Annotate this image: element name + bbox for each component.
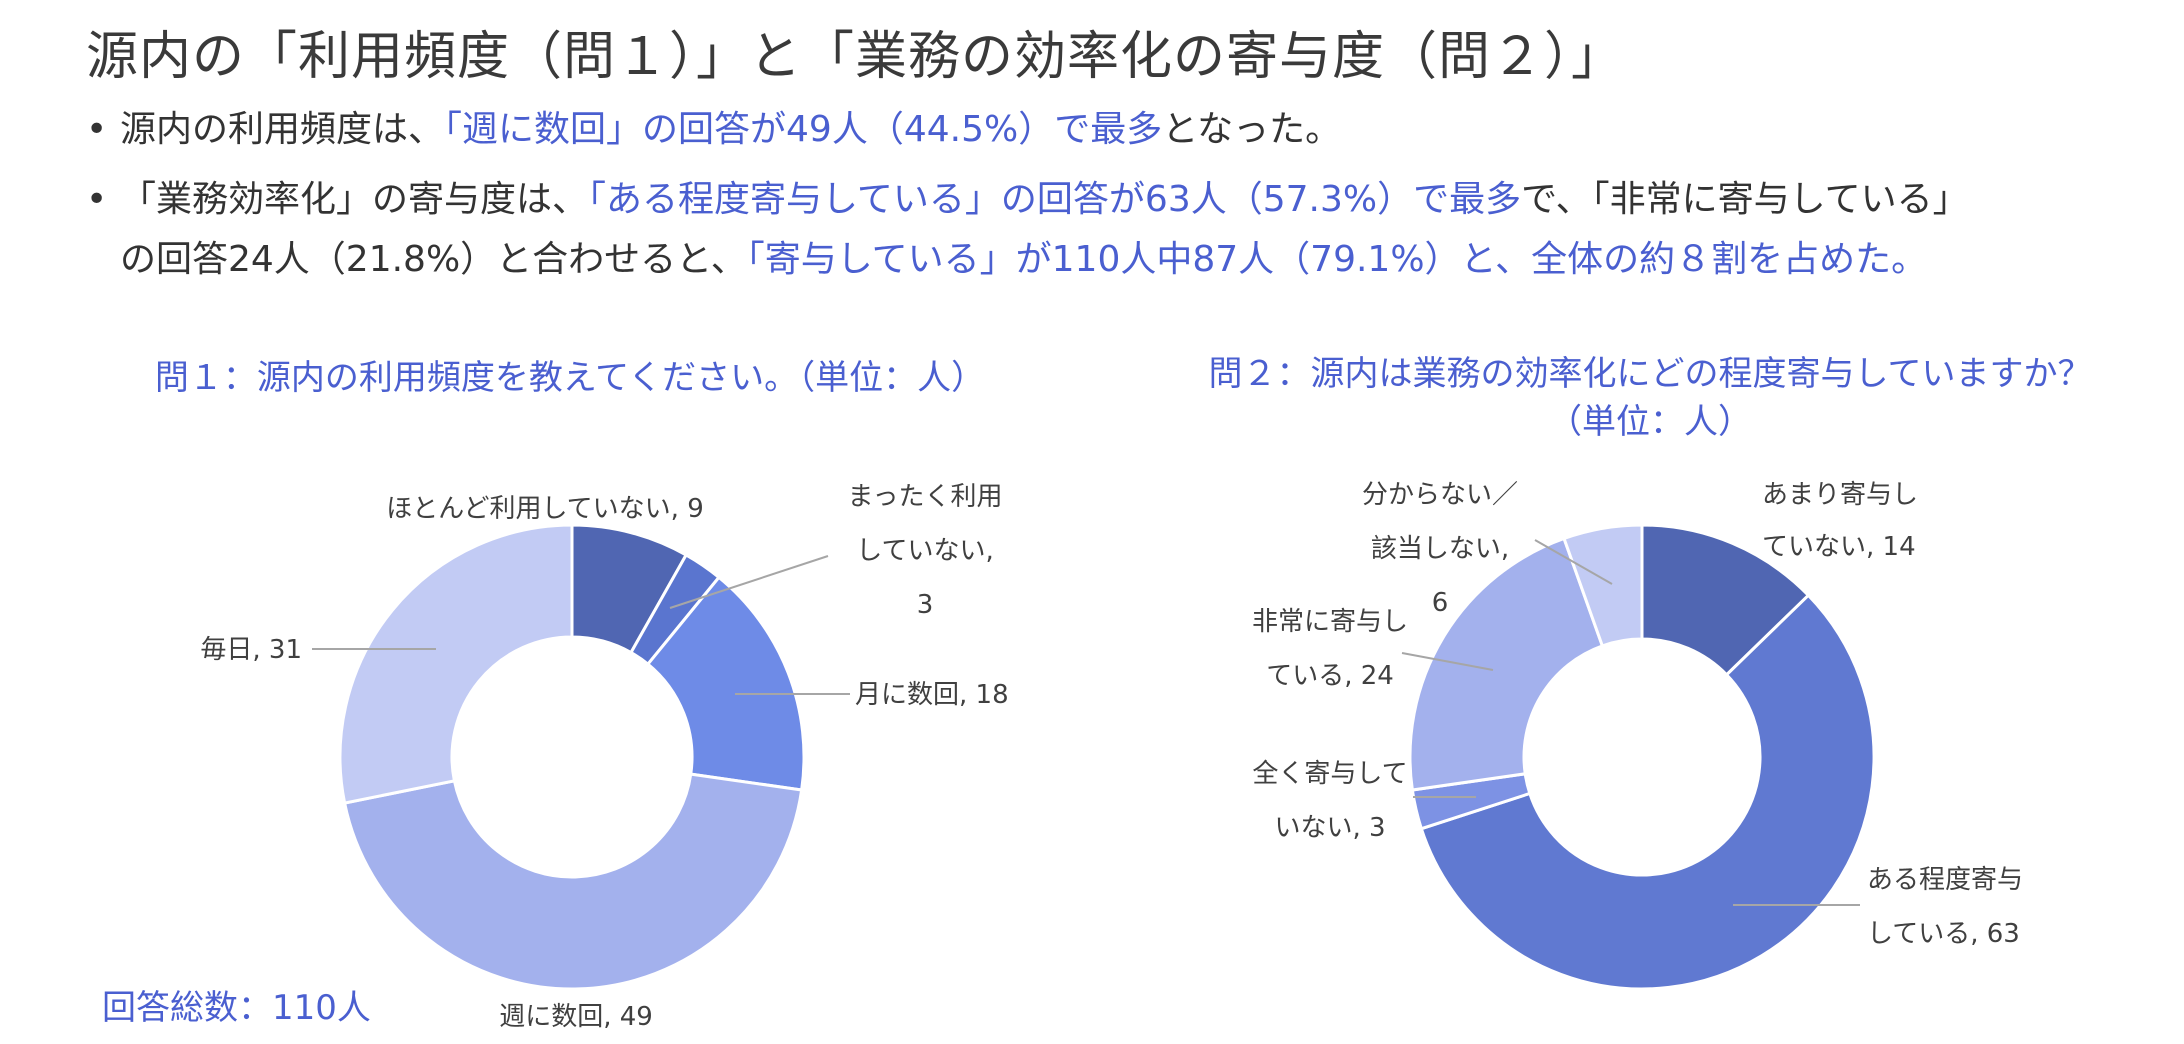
bullet-efficiency-contribution: • 「業務効率化」の寄与度は、「ある程度寄与している」の回答が63人（57.3%）…: [86, 170, 1969, 230]
slice-label-1-4: 週に数回, 49: [499, 1002, 653, 1032]
chart2-title-main: 問２：源内は業務の効率化にどの程度寄与していますか？: [1208, 354, 2092, 394]
slice-label-2-3: 全く寄与していない, 3: [1252, 759, 1407, 843]
bullet-dot: •: [86, 109, 108, 150]
bullet-highlight: 全体の約８割を占めた。: [1531, 239, 1928, 280]
leader-line: [669, 555, 829, 609]
donut-slice-2-2: [1419, 593, 1876, 991]
donut-slice-2-5: [1562, 523, 1644, 648]
donut-slice-1-5: [338, 523, 574, 805]
slice-label-2-1: あまり寄与していない, 14: [1762, 480, 1918, 562]
page-title: 源内の「利用頻度（問１）」と「業務の効率化の寄与度（問２）」: [86, 27, 1625, 87]
slice-label-1-2: まったく利用していない, 3: [848, 482, 1003, 620]
bullet-text: で、「非常に寄与している」: [1521, 179, 1969, 220]
leader-line: [1534, 539, 1613, 585]
bullet-highlight: 「寄与している」が110人中87人（79.1%）と、: [746, 239, 1532, 280]
donut-slice-2-4: [1408, 536, 1605, 792]
slice-label-1-1: ほとんど利用していない, 9: [386, 494, 704, 524]
chart1-title: 問１：源内の利用頻度を教えてください。（単位：人）: [154, 358, 986, 398]
bullet-text: の回答24人（21.8%）と合わせると、: [120, 239, 747, 280]
donut-slice-1-4: [342, 772, 804, 991]
slice-label-1-3: 月に数回, 18: [855, 680, 1009, 710]
slice-label-2-4: 非常に寄与している, 24: [1252, 607, 1408, 691]
total-respondents: 回答総数：110人: [102, 988, 371, 1028]
slice-label-2-5: 分からない／該当しない, 6: [1362, 480, 1518, 618]
slice-label-1-5: 毎日, 31: [200, 635, 302, 665]
bullet-text: 「業務効率化」の寄与度は、: [120, 179, 589, 220]
bullet-highlight: 「週に数回」の回答が49人（44.5%）で最多: [444, 109, 1163, 150]
bullet-usage-frequency: • 源内の利用頻度は、「週に数回」の回答が49人（44.5%）で最多となった。: [86, 100, 1341, 160]
bullet-text: 源内の利用頻度は、: [120, 109, 445, 150]
donut-slice-1-3: [645, 575, 806, 792]
leader-line: [1401, 652, 1494, 671]
bullet-highlight: 「ある程度寄与している」の回答が63人（57.3%）で最多: [588, 179, 1522, 220]
chart2-subtitle: （単位：人）: [1548, 402, 1752, 442]
bullet-efficiency-contribution-cont: の回答24人（21.8%）と合わせると、「寄与している」が110人中87人（79…: [120, 230, 1927, 290]
chart2-title: 問２：源内は業務の効率化にどの程度寄与していますか？ （単位：人）: [1190, 350, 2110, 446]
bullet-dot: •: [86, 179, 108, 220]
bullet-text: となった。: [1162, 109, 1342, 150]
slice-label-2-2: ある程度寄与している, 63: [1867, 865, 2023, 949]
